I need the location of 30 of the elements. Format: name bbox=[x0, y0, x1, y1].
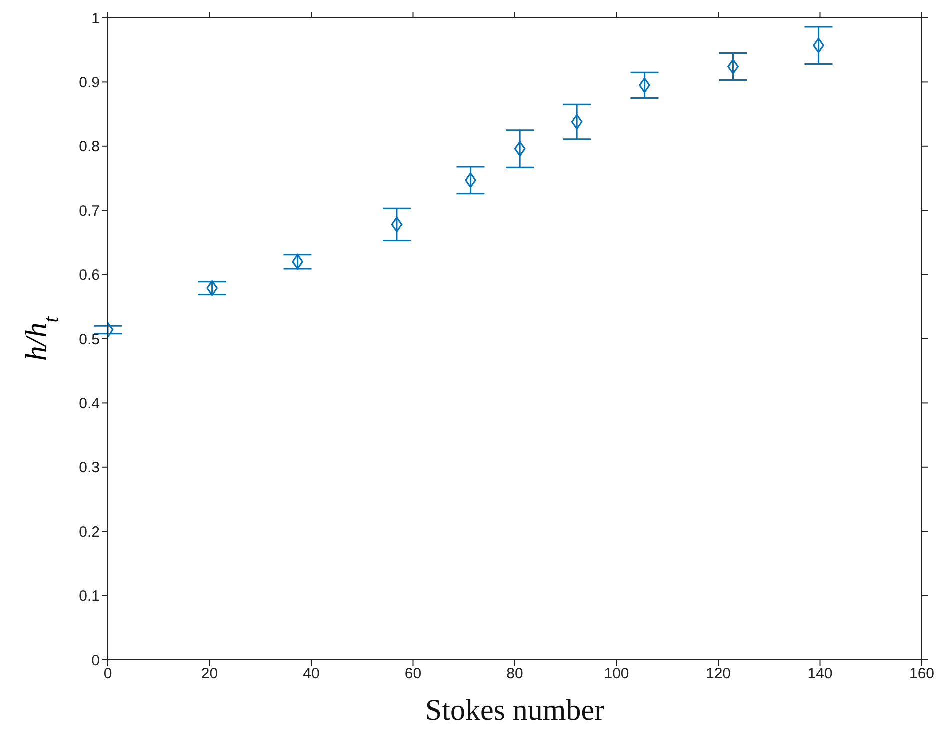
point bbox=[514, 141, 526, 157]
y-tick-label: 1 bbox=[92, 10, 100, 28]
y-tick-label: 0.5 bbox=[79, 331, 100, 348]
y-tick-label: 0.2 bbox=[79, 524, 100, 541]
y-tick-label: 0.3 bbox=[79, 460, 100, 477]
point bbox=[813, 38, 824, 54]
point bbox=[292, 254, 304, 270]
y-tick-label: 0 bbox=[92, 652, 100, 670]
x-tick-label: 80 bbox=[506, 666, 524, 683]
x-tick-label: 100 bbox=[604, 666, 630, 683]
x-tick-label: 40 bbox=[303, 666, 320, 683]
x-tick-label: 120 bbox=[706, 666, 732, 683]
x-tick-label: 20 bbox=[201, 666, 218, 683]
point bbox=[465, 172, 476, 188]
y-tick-label: 0.7 bbox=[79, 202, 100, 220]
y-tick-label: 0.6 bbox=[79, 267, 100, 284]
point bbox=[571, 114, 583, 130]
point bbox=[639, 78, 650, 94]
y-tick-label: 0.1 bbox=[79, 588, 100, 606]
x-tick-label: 60 bbox=[404, 666, 422, 683]
point bbox=[728, 59, 739, 75]
point bbox=[391, 216, 403, 232]
x-tick-label: 0 bbox=[104, 666, 112, 683]
point bbox=[206, 280, 218, 296]
x-tick-label: 160 bbox=[909, 666, 935, 683]
y-tick-label: 0.4 bbox=[79, 396, 100, 413]
x-tick-label: 140 bbox=[808, 666, 833, 683]
y-tick-label: 0.9 bbox=[79, 74, 100, 92]
y-tick-label: 0.8 bbox=[79, 138, 100, 156]
x-axis-title: Stokes number bbox=[425, 694, 605, 727]
